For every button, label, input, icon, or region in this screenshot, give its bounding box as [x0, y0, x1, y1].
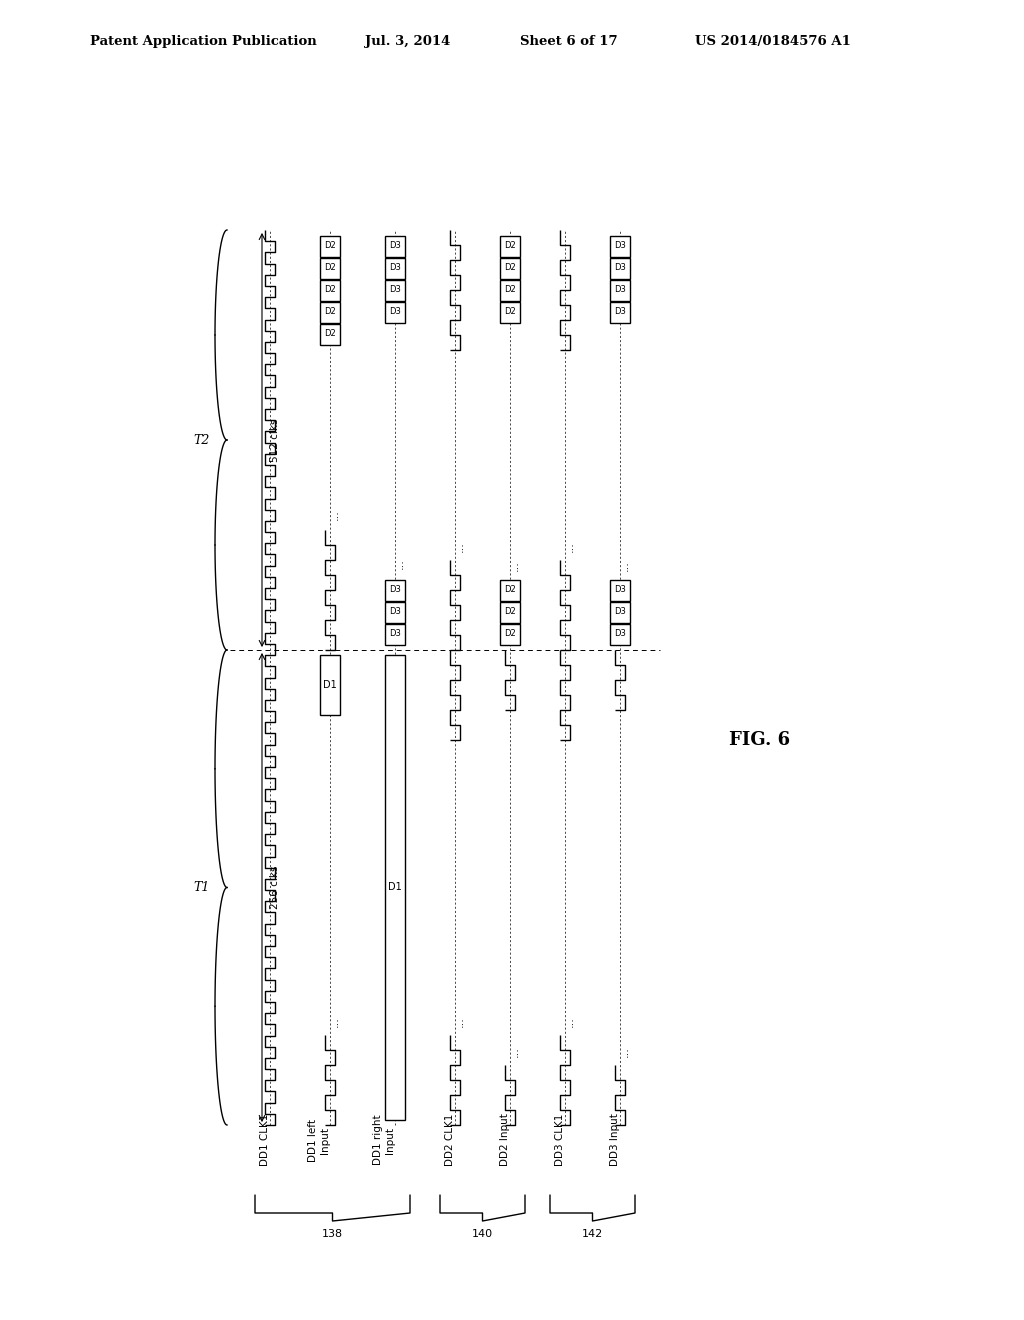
Text: ...: ... [510, 560, 520, 572]
Text: D3: D3 [614, 242, 626, 251]
Bar [385, 257, 406, 279]
Bar [385, 655, 406, 1119]
Text: D3: D3 [614, 285, 626, 294]
Text: D2: D2 [504, 607, 516, 616]
Text: Patent Application Publication: Patent Application Publication [90, 36, 316, 48]
Text: DD1 right
Input: DD1 right Input [374, 1114, 395, 1166]
Text: Jul. 3, 2014: Jul. 3, 2014 [365, 36, 451, 48]
Bar [319, 323, 340, 345]
Bar [500, 235, 520, 256]
Bar [385, 280, 406, 301]
Text: T1: T1 [194, 880, 210, 894]
Bar [319, 257, 340, 279]
Text: ...: ... [330, 510, 340, 520]
Text: DD2 CLK1: DD2 CLK1 [445, 1114, 455, 1166]
Text: ...: ... [395, 558, 406, 569]
Bar [319, 655, 340, 715]
Text: D2: D2 [325, 242, 336, 251]
Text: D3: D3 [389, 308, 401, 317]
Text: D2: D2 [325, 264, 336, 272]
Bar [500, 623, 520, 644]
Text: D3: D3 [389, 242, 401, 251]
Text: D3: D3 [389, 285, 401, 294]
Text: ...: ... [510, 1047, 520, 1057]
Text: ...: ... [330, 1016, 340, 1027]
Bar [385, 602, 406, 623]
Text: D2: D2 [504, 630, 516, 639]
Text: 140: 140 [472, 1229, 494, 1239]
Text: D3: D3 [614, 630, 626, 639]
Text: D3: D3 [614, 308, 626, 317]
Bar [385, 235, 406, 256]
Text: US 2014/0184576 A1: US 2014/0184576 A1 [695, 36, 851, 48]
Text: D2: D2 [504, 264, 516, 272]
Text: D3: D3 [389, 586, 401, 594]
Text: D2: D2 [504, 308, 516, 317]
Bar [319, 235, 340, 256]
Bar [610, 602, 630, 623]
Text: T2: T2 [194, 433, 210, 446]
Text: 512 clks: 512 clks [270, 418, 280, 462]
Bar [610, 235, 630, 256]
Text: ...: ... [455, 1016, 465, 1027]
Bar [610, 280, 630, 301]
Text: D2: D2 [504, 586, 516, 594]
Text: D3: D3 [389, 630, 401, 639]
Text: DD3 CLK1: DD3 CLK1 [555, 1114, 565, 1166]
Text: ...: ... [620, 560, 630, 572]
Text: D2: D2 [325, 330, 336, 338]
Text: D3: D3 [614, 607, 626, 616]
Text: D2: D2 [504, 285, 516, 294]
Bar [319, 280, 340, 301]
Text: D3: D3 [389, 264, 401, 272]
Bar [500, 257, 520, 279]
Text: D3: D3 [614, 264, 626, 272]
Text: 138: 138 [322, 1229, 343, 1239]
Text: D3: D3 [614, 586, 626, 594]
Text: DD1 CLK1: DD1 CLK1 [260, 1114, 270, 1166]
Text: ...: ... [620, 1047, 630, 1057]
Bar [610, 579, 630, 601]
Text: ...: ... [455, 541, 465, 552]
Text: ...: ... [565, 541, 575, 552]
Bar [500, 602, 520, 623]
Text: D2: D2 [325, 308, 336, 317]
Text: D1: D1 [324, 680, 337, 690]
Bar [385, 301, 406, 322]
Bar [610, 301, 630, 322]
Bar [610, 257, 630, 279]
Bar [319, 301, 340, 322]
Text: DD2 Input: DD2 Input [500, 1114, 510, 1167]
Bar [500, 280, 520, 301]
Text: 256 clks: 256 clks [270, 866, 280, 909]
Bar [500, 579, 520, 601]
Bar [385, 579, 406, 601]
Text: ...: ... [565, 1016, 575, 1027]
Text: D2: D2 [504, 242, 516, 251]
Bar [610, 623, 630, 644]
Text: 142: 142 [582, 1229, 603, 1239]
Text: D2: D2 [325, 285, 336, 294]
Text: DD1 left
Input: DD1 left Input [308, 1118, 330, 1162]
Text: D3: D3 [389, 607, 401, 616]
Text: FIG. 6: FIG. 6 [729, 731, 791, 748]
Text: D1: D1 [388, 883, 401, 892]
Text: DD3 Input: DD3 Input [610, 1114, 620, 1167]
Text: Sheet 6 of 17: Sheet 6 of 17 [520, 36, 617, 48]
Bar [500, 301, 520, 322]
Bar [385, 623, 406, 644]
